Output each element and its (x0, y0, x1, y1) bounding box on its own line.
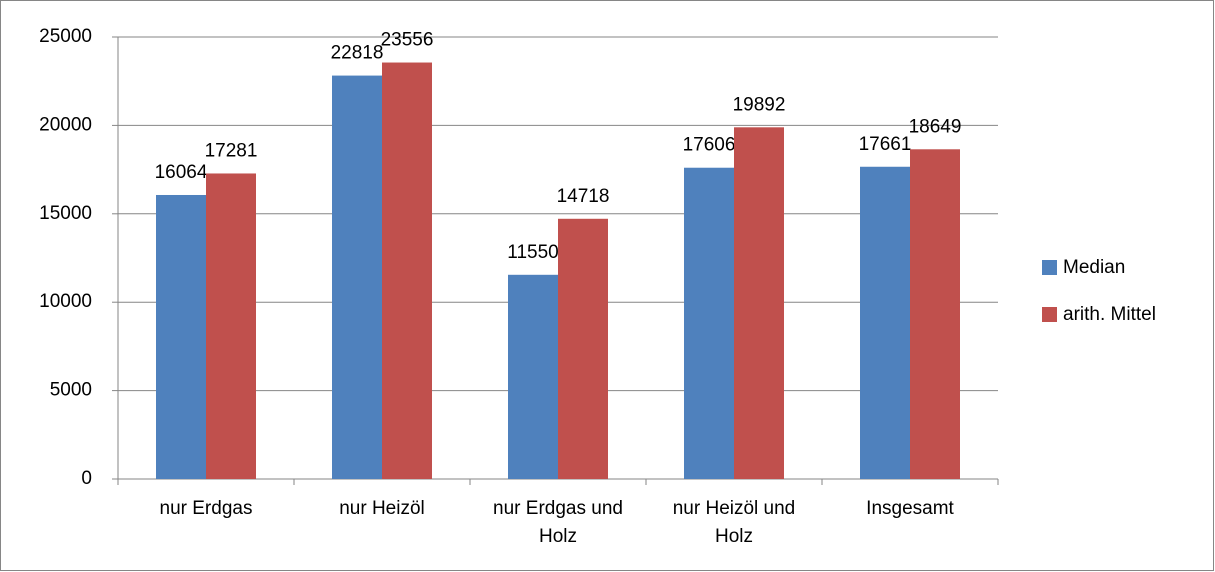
x-tick-label: nur Erdgas und Holz (493, 498, 623, 547)
y-tick-label: 25000 (39, 26, 92, 47)
x-tick-label: nur Heizöl (339, 498, 425, 519)
bar (910, 149, 960, 479)
y-tick-label: 10000 (39, 291, 92, 312)
data-label: 11550 (507, 242, 558, 263)
data-label: 23556 (381, 30, 434, 51)
data-label: 17661 (859, 134, 912, 155)
legend-swatch (1042, 307, 1057, 322)
data-label: 22818 (331, 43, 384, 64)
x-tick-label-line: nur Erdgas und (493, 498, 623, 519)
bar (332, 75, 382, 479)
data-label: 14718 (557, 186, 610, 207)
y-tick-label: 5000 (50, 380, 92, 401)
legend-label: Median (1063, 257, 1125, 278)
data-label: 16064 (155, 162, 208, 183)
y-tick-label: 15000 (39, 203, 92, 224)
bar (558, 218, 608, 479)
data-label: 17281 (205, 140, 258, 161)
bar (860, 166, 910, 479)
y-tick-label: 20000 (39, 114, 92, 135)
data-label: 17606 (683, 135, 736, 156)
x-tick-label: nur Erdgas (160, 498, 253, 519)
x-tick-label: Insgesamt (866, 498, 954, 519)
bar (156, 194, 206, 480)
x-tick-label: nur Heizöl und Holz (673, 498, 796, 547)
bar (734, 127, 784, 479)
x-tick-label-line: nur Heizöl und (673, 498, 796, 519)
bar (382, 62, 432, 480)
legend-swatch (1042, 260, 1057, 275)
data-label: 19892 (733, 94, 786, 115)
legend-label: arith. Mittel (1063, 304, 1156, 325)
x-tick-label-line: Holz (715, 526, 753, 547)
bar (206, 173, 256, 479)
bar (684, 167, 734, 479)
bar (508, 274, 558, 479)
data-label: 18649 (909, 116, 962, 137)
x-tick-label-line: Holz (539, 526, 577, 547)
y-tick-label: 0 (81, 468, 92, 489)
